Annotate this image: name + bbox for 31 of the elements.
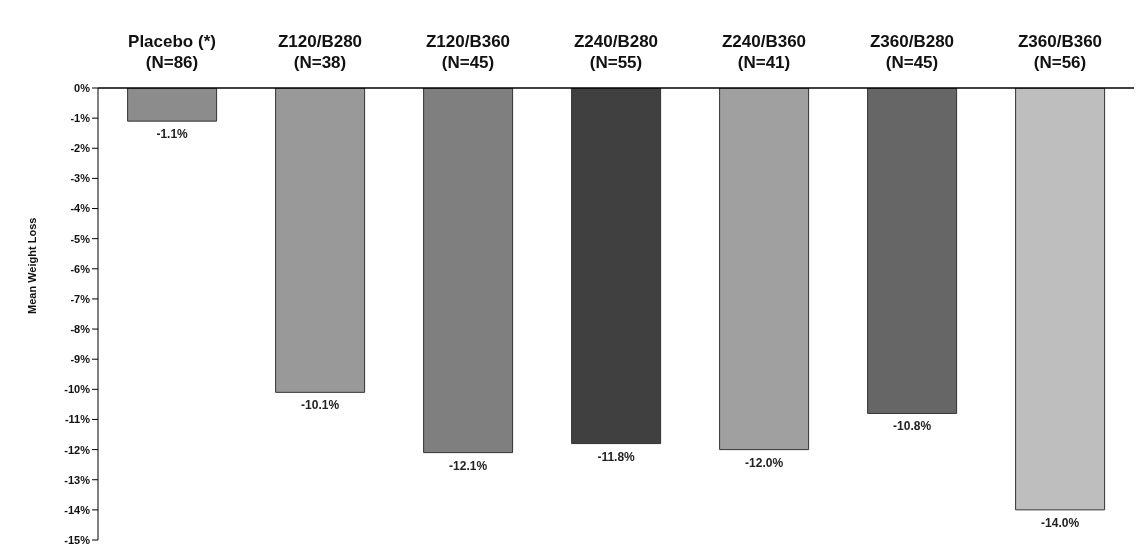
y-axis-title: Mean Weight Loss: [25, 217, 38, 314]
data-label: -14.0%: [1041, 515, 1080, 530]
y-tick-label: -6%: [70, 262, 91, 275]
data-label: -12.0%: [745, 455, 784, 470]
y-tick-label: 0%: [74, 81, 91, 94]
y-tick-label: -15%: [64, 533, 91, 546]
x-tick-label: Z120/B280 (N=38): [277, 32, 363, 72]
x-tick-label: Placebo (*) (N=86): [128, 32, 216, 72]
data-label: -10.8%: [893, 419, 932, 434]
data-label: -11.8%: [597, 449, 636, 464]
data-label: -10.1%: [301, 398, 340, 413]
data-label: -12.1%: [449, 458, 488, 473]
y-tick-label: -12%: [64, 443, 91, 456]
data-label: -1.1%: [156, 127, 189, 142]
y-tick-label: -11%: [64, 413, 91, 426]
x-tick-label: Z360/B280 (N=45): [869, 32, 955, 72]
y-tick-label: -14%: [64, 503, 91, 516]
y-tick-label: -4%: [70, 202, 91, 215]
x-tick-label: Z360/B360 (N=56): [1017, 32, 1103, 72]
x-tick-label: Z240/B280 (N=55): [573, 32, 659, 72]
y-tick-label: -1%: [70, 112, 91, 125]
y-tick-label: -13%: [64, 473, 91, 486]
y-tick-label: -2%: [70, 142, 91, 155]
x-tick-label: Z240/B360 (N=41): [721, 32, 807, 72]
y-tick-label: -3%: [70, 172, 91, 185]
x-tick-label: Z120/B360 (N=45): [425, 32, 511, 72]
y-tick-label: -9%: [70, 353, 91, 366]
y-tick-label: -7%: [70, 292, 91, 305]
y-tick-label: -8%: [70, 322, 91, 335]
y-tick-label: -5%: [70, 232, 91, 245]
y-tick-label: -10%: [64, 383, 91, 396]
